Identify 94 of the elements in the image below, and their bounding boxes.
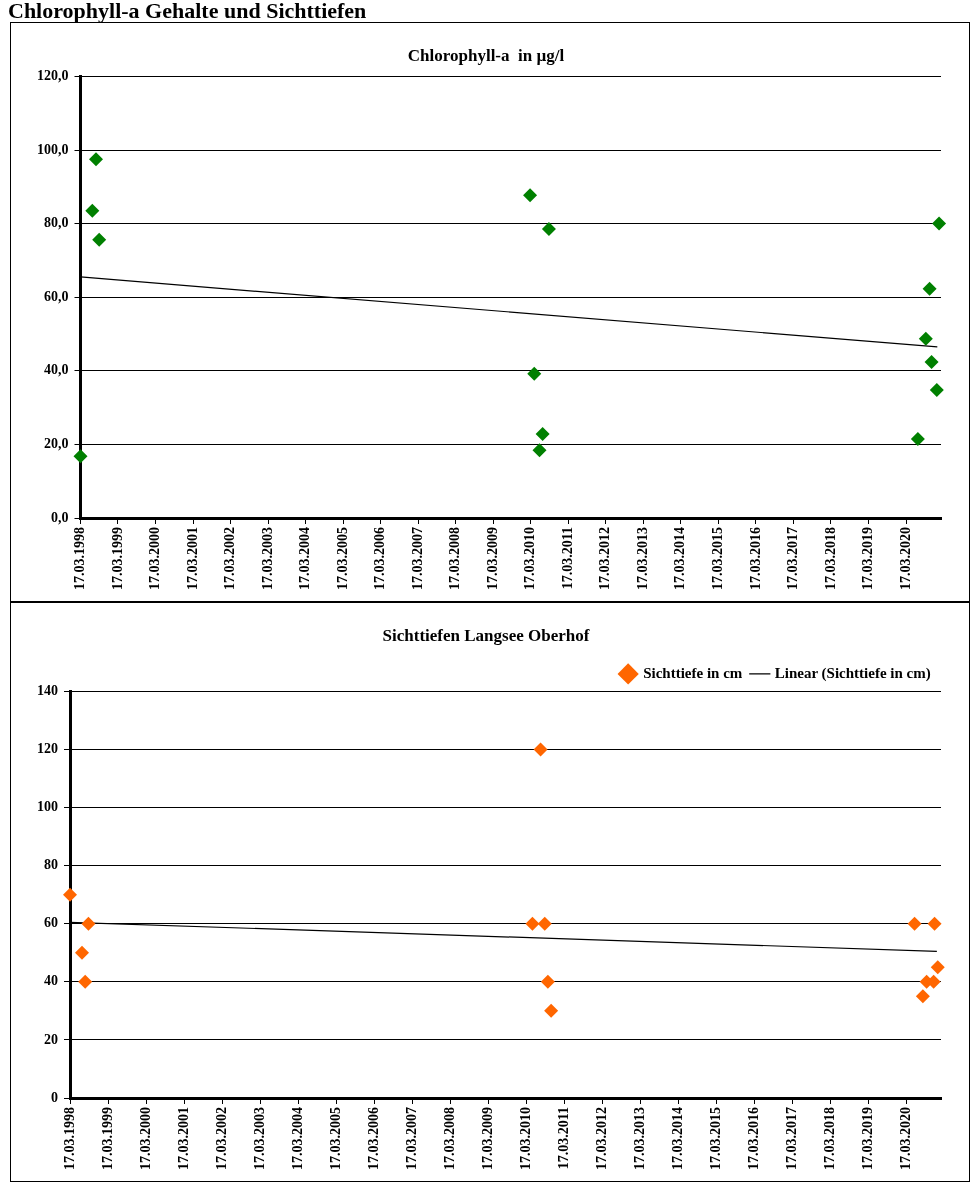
point <box>930 960 945 975</box>
point <box>523 188 538 203</box>
point <box>918 331 933 346</box>
x-tick-label: 17.03.2019 <box>860 527 876 590</box>
x-tick-label: 17.03.2017 <box>785 527 801 590</box>
point <box>92 232 107 247</box>
point <box>81 916 96 931</box>
point <box>532 443 547 458</box>
x-tick-label: 17.03.1998 <box>61 1107 77 1170</box>
x-tick-label: 17.03.2020 <box>898 1107 914 1170</box>
x-tick-label: 17.03.2018 <box>822 1107 838 1170</box>
y-tick-label: 60 <box>44 915 58 931</box>
point <box>544 1003 559 1018</box>
x-tick-label: 17.03.2003 <box>251 1107 267 1170</box>
y-tick-label: 100,0 <box>37 141 69 157</box>
y-tick-label: 20,0 <box>44 436 69 452</box>
point <box>63 887 77 902</box>
y-tick-label: 20 <box>44 1031 58 1047</box>
x-tick-label: 17.03.1998 <box>72 527 88 590</box>
y-tick-label: 0,0 <box>51 509 69 525</box>
x-tick-label: 17.03.1999 <box>99 1107 115 1170</box>
x-tick-label: 17.03.2017 <box>784 1107 800 1170</box>
x-tick-label: 17.03.2012 <box>597 527 613 590</box>
point <box>74 945 89 960</box>
x-tick-label: 17.03.2009 <box>479 1107 495 1170</box>
point <box>78 974 93 989</box>
point <box>533 742 548 757</box>
point <box>927 916 942 931</box>
x-tick-label: 17.03.2011 <box>555 1107 571 1170</box>
x-tick-label: 17.03.2006 <box>365 1107 381 1170</box>
x-tick-label: 17.03.2004 <box>289 1107 305 1170</box>
legend-label: Linear (Sichttiefe in cm) <box>774 664 931 682</box>
x-tick-label: 17.03.2011 <box>559 527 575 590</box>
x-tick-label: 17.03.2007 <box>409 527 425 590</box>
legend-label: Sichttiefe in cm <box>643 664 743 681</box>
point <box>527 366 542 381</box>
point <box>85 203 100 218</box>
point <box>929 382 944 397</box>
x-tick-label: 17.03.2015 <box>708 1107 724 1170</box>
point <box>73 449 88 464</box>
x-tick-label: 17.03.2000 <box>137 1107 153 1170</box>
point <box>541 222 556 237</box>
x-tick-label: 17.03.2010 <box>517 1107 533 1170</box>
y-tick-label: 0 <box>51 1089 58 1105</box>
chart-title: Chlorophyll-a in µg/l <box>407 45 565 65</box>
x-tick-label: 17.03.2010 <box>522 527 538 590</box>
x-tick-label: 17.03.2009 <box>484 527 500 590</box>
x-tick-label: 17.03.2020 <box>897 527 913 590</box>
x-tick-label: 17.03.2012 <box>594 1107 610 1170</box>
y-tick-label: 140 <box>37 683 58 699</box>
point <box>537 916 552 931</box>
point <box>907 916 922 931</box>
x-tick-label: 17.03.2001 <box>175 1107 191 1170</box>
x-tick-label: 17.03.2016 <box>747 527 763 590</box>
y-tick-label: 40 <box>44 973 58 989</box>
point <box>922 281 937 296</box>
y-tick-label: 40,0 <box>44 362 69 378</box>
text: Chlorophyll-a Gehalte und Sichttiefen <box>8 0 368 23</box>
x-tick-label: 17.03.2005 <box>327 1107 343 1170</box>
x-tick-label: 17.03.2013 <box>632 1107 648 1170</box>
y-tick-label: 120 <box>37 741 58 757</box>
y-tick-label: 100 <box>37 799 58 815</box>
point <box>540 974 555 989</box>
chart-title: Sichttiefen Langsee Oberhof <box>382 625 590 645</box>
x-tick-label: 17.03.2015 <box>709 527 725 590</box>
y-tick-label: 60,0 <box>44 288 69 304</box>
point <box>932 216 947 231</box>
x-tick-label: 17.03.2001 <box>184 527 200 590</box>
x-tick-label: 17.03.2014 <box>670 1107 686 1170</box>
x-tick-label: 17.03.2006 <box>372 527 388 590</box>
x-tick-label: 17.03.2002 <box>213 1107 229 1170</box>
x-tick-label: 17.03.2008 <box>447 527 463 590</box>
x-tick-label: 17.03.1999 <box>109 527 125 590</box>
x-tick-label: 17.03.2019 <box>860 1107 876 1170</box>
x-tick-label: 17.03.2004 <box>297 527 313 590</box>
point <box>535 427 550 442</box>
x-tick-label: 17.03.2007 <box>403 1107 419 1170</box>
x-tick-label: 17.03.2005 <box>334 527 350 590</box>
point <box>89 152 104 167</box>
point <box>924 354 939 369</box>
x-tick-label: 17.03.2013 <box>634 527 650 590</box>
y-tick-label: 80,0 <box>44 215 69 231</box>
x-tick-label: 17.03.2016 <box>746 1107 762 1170</box>
x-tick-label: 17.03.2000 <box>147 527 163 590</box>
y-tick-label: 120,0 <box>37 68 69 84</box>
x-tick-label: 17.03.2014 <box>672 527 688 590</box>
x-tick-label: 17.03.2018 <box>822 527 838 590</box>
point <box>525 916 540 931</box>
x-tick-label: 17.03.2003 <box>259 527 275 590</box>
y-tick-label: 80 <box>44 857 58 873</box>
x-tick-label: 17.03.2002 <box>222 527 238 590</box>
point <box>915 989 930 1004</box>
x-tick-label: 17.03.2008 <box>441 1107 457 1170</box>
point <box>910 431 925 446</box>
